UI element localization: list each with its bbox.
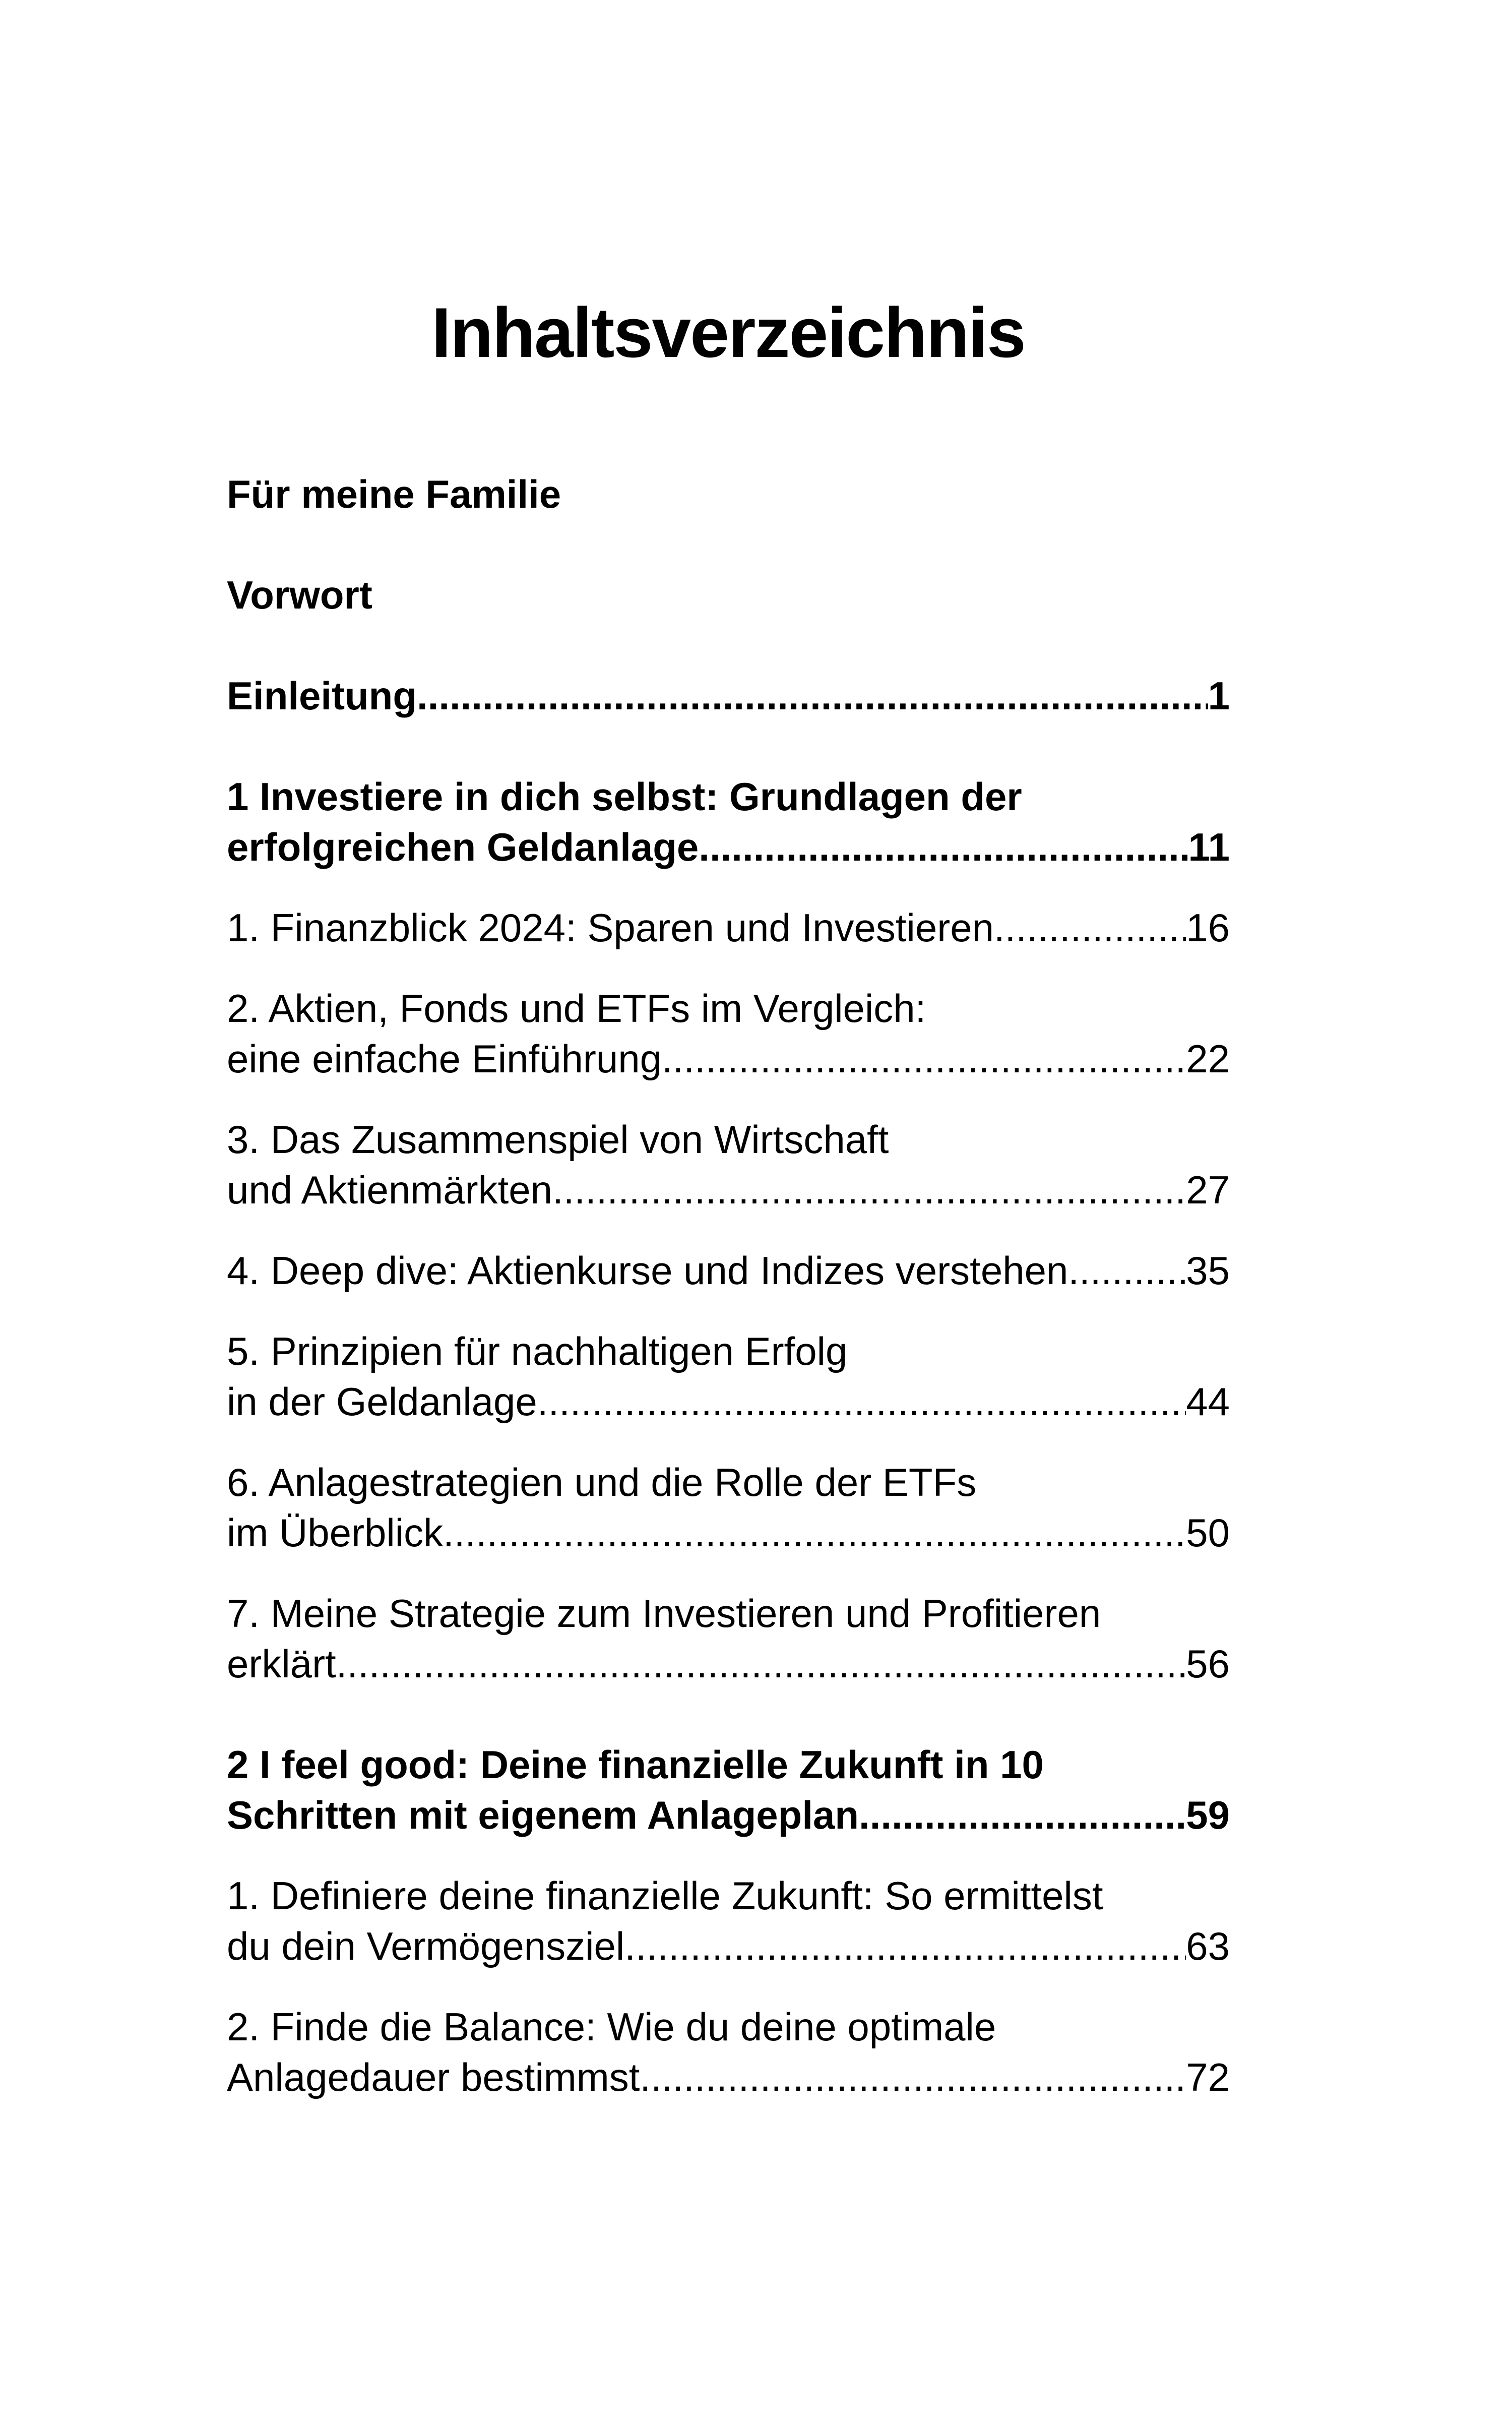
toc-entry-text: 2. Aktien, Fonds und ETFs im Vergleich: bbox=[227, 986, 926, 1031]
dot-leader bbox=[699, 822, 1188, 872]
toc-entry-line: 2 I feel good: Deine finanzielle Zukunft… bbox=[227, 1739, 1230, 1790]
toc-entry-line: im Überblick 50 bbox=[227, 1507, 1230, 1558]
toc-entry: 2. Aktien, Fonds und ETFs im Vergleich: … bbox=[227, 983, 1230, 1084]
toc-entry-line: 2. Aktien, Fonds und ETFs im Vergleich: bbox=[227, 983, 1230, 1034]
toc-entry: 5. Prinzipien für nachhaltigen Erfolg in… bbox=[227, 1326, 1230, 1427]
toc-entry: Für meine Familie bbox=[227, 469, 1230, 519]
page-number: 16 bbox=[1186, 905, 1230, 950]
page-number: 72 bbox=[1186, 2055, 1230, 2099]
toc-entry: 1 Investiere in dich selbst: Grundlagen … bbox=[227, 771, 1230, 872]
dot-leader bbox=[443, 1507, 1186, 1558]
toc-entry-text: 1. Finanzblick 2024: Sparen und Investie… bbox=[227, 905, 994, 950]
toc-entry: Einleitung 1 bbox=[227, 671, 1230, 721]
dot-leader bbox=[537, 1376, 1186, 1427]
page-number: 35 bbox=[1186, 1248, 1230, 1293]
toc-entry-text: 1. Definiere deine finanzielle Zukunft: … bbox=[227, 1873, 1103, 1918]
table-of-contents-page: Inhaltsverzeichnis Für meine Familie Vor… bbox=[227, 295, 1230, 2133]
toc-entry-line: 1. Finanzblick 2024: Sparen und Investie… bbox=[227, 902, 1230, 953]
toc-entry-line: 1. Definiere deine finanzielle Zukunft: … bbox=[227, 1870, 1230, 1921]
toc-entry-text: du dein Vermögensziel bbox=[227, 1924, 625, 1968]
dot-leader bbox=[662, 1034, 1186, 1084]
dot-leader bbox=[624, 1921, 1186, 1971]
toc-entry: 4. Deep dive: Aktienkurse und Indizes ve… bbox=[227, 1245, 1230, 1296]
page-title: Inhaltsverzeichnis bbox=[431, 293, 1026, 372]
toc-entry-line: eine einfache Einführung 22 bbox=[227, 1034, 1230, 1084]
toc-entry-line: in der Geldanlage 44 bbox=[227, 1376, 1230, 1427]
page-number: 11 bbox=[1188, 825, 1230, 869]
toc-entry-text: 5. Prinzipien für nachhaltigen Erfolg bbox=[227, 1329, 848, 1373]
dot-leader bbox=[994, 902, 1186, 953]
page-number: 63 bbox=[1186, 1924, 1230, 1968]
toc-entry-text: Vorwort bbox=[227, 573, 372, 617]
toc-entry-line: 6. Anlagestrategien und die Rolle der ET… bbox=[227, 1457, 1230, 1507]
page-number: 56 bbox=[1186, 1642, 1230, 1686]
page-number: 1 bbox=[1208, 674, 1230, 718]
toc-entry-text: eine einfache Einführung bbox=[227, 1037, 662, 1081]
toc-entry-text: erfolgreichen Geldanlage bbox=[227, 825, 699, 869]
toc-entry-line: Einleitung 1 bbox=[227, 671, 1230, 721]
toc-entry-line: 4. Deep dive: Aktienkurse und Indizes ve… bbox=[227, 1245, 1230, 1296]
toc-entry: 2. Finde die Balance: Wie du deine optim… bbox=[227, 2002, 1230, 2102]
toc-entry-line: 7. Meine Strategie zum Investieren und P… bbox=[227, 1588, 1230, 1639]
toc-entry-line: Für meine Familie bbox=[227, 469, 1230, 519]
toc-entry-line: 1 Investiere in dich selbst: Grundlagen … bbox=[227, 771, 1230, 822]
toc-entry-text: in der Geldanlage bbox=[227, 1379, 537, 1424]
dot-leader bbox=[859, 1790, 1186, 1840]
toc-entry-list: Für meine Familie Vorwort Einleitung 1 1… bbox=[227, 449, 1230, 2133]
dot-leader bbox=[552, 1165, 1186, 1215]
toc-entry-text: erklärt bbox=[227, 1642, 336, 1686]
toc-entry: 7. Meine Strategie zum Investieren und P… bbox=[227, 1588, 1230, 1689]
toc-entry-text: 6. Anlagestrategien und die Rolle der ET… bbox=[227, 1460, 977, 1504]
page-number: 44 bbox=[1186, 1379, 1230, 1424]
toc-entry: 6. Anlagestrategien und die Rolle der ET… bbox=[227, 1457, 1230, 1558]
page-number: 22 bbox=[1186, 1037, 1230, 1081]
page-number: 59 bbox=[1186, 1793, 1230, 1837]
toc-entry-line: 5. Prinzipien für nachhaltigen Erfolg bbox=[227, 1326, 1230, 1376]
toc-entry-text: 7. Meine Strategie zum Investieren und P… bbox=[227, 1591, 1101, 1636]
dot-leader bbox=[640, 2052, 1186, 2102]
toc-entry-text: Für meine Familie bbox=[227, 472, 561, 516]
toc-entry-line: 2. Finde die Balance: Wie du deine optim… bbox=[227, 2002, 1230, 2052]
toc-entry-line: du dein Vermögensziel 63 bbox=[227, 1921, 1230, 1971]
toc-entry-text: Anlagedauer bestimmst bbox=[227, 2055, 640, 2099]
toc-entry-line: erfolgreichen Geldanlage 11 bbox=[227, 822, 1230, 872]
dot-leader bbox=[1068, 1245, 1186, 1296]
toc-entry-text: und Aktienmärkten bbox=[227, 1168, 553, 1212]
toc-entry-line: erklärt 56 bbox=[227, 1639, 1230, 1689]
toc-entry-text: 1 Investiere in dich selbst: Grundlagen … bbox=[227, 774, 1022, 819]
toc-entry-line: Schritten mit eigenem Anlageplan 59 bbox=[227, 1790, 1230, 1840]
toc-entry-text: im Überblick bbox=[227, 1510, 444, 1555]
toc-entry-line: Anlagedauer bestimmst 72 bbox=[227, 2052, 1230, 2102]
dot-leader bbox=[417, 671, 1208, 721]
toc-entry-line: 3. Das Zusammenspiel von Wirtschaft bbox=[227, 1114, 1230, 1165]
toc-entry: 2 I feel good: Deine finanzielle Zukunft… bbox=[227, 1739, 1230, 1840]
toc-entry-text: 2 I feel good: Deine finanzielle Zukunft… bbox=[227, 1742, 1044, 1787]
page-number: 50 bbox=[1186, 1510, 1230, 1555]
toc-entry-line: und Aktienmärkten 27 bbox=[227, 1165, 1230, 1215]
toc-entry: 1. Finanzblick 2024: Sparen und Investie… bbox=[227, 902, 1230, 953]
dot-leader bbox=[336, 1639, 1186, 1689]
toc-entry-text: 2. Finde die Balance: Wie du deine optim… bbox=[227, 2005, 996, 2049]
toc-entry-text: Einleitung bbox=[227, 674, 417, 718]
toc-entry: 1. Definiere deine finanzielle Zukunft: … bbox=[227, 1870, 1230, 1971]
toc-entry-text: 4. Deep dive: Aktienkurse und Indizes ve… bbox=[227, 1248, 1068, 1293]
toc-entry-text: Schritten mit eigenem Anlageplan bbox=[227, 1793, 859, 1837]
toc-entry: 3. Das Zusammenspiel von Wirtschaft und … bbox=[227, 1114, 1230, 1215]
toc-entry: Vorwort bbox=[227, 570, 1230, 620]
toc-entry-text: 3. Das Zusammenspiel von Wirtschaft bbox=[227, 1117, 889, 1162]
toc-entry-line: Vorwort bbox=[227, 570, 1230, 620]
page-number: 27 bbox=[1186, 1168, 1230, 1212]
